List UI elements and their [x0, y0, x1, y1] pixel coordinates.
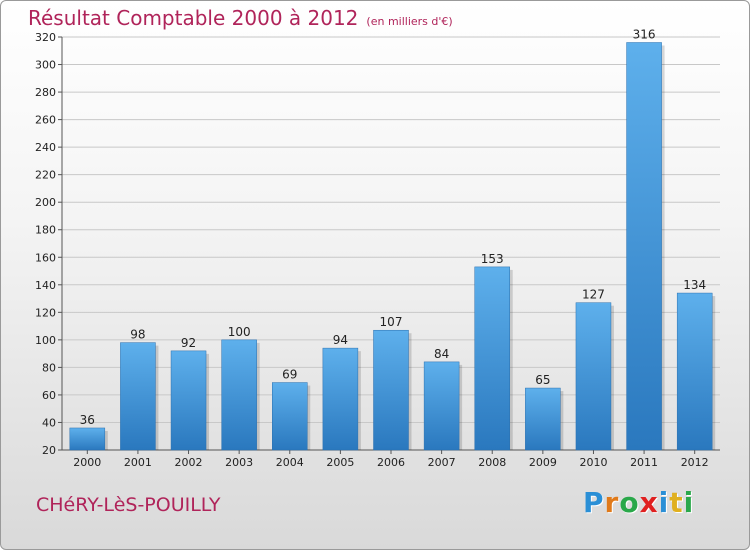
data-label: 84 [434, 347, 449, 361]
y-tick-label: 220 [35, 169, 56, 182]
logo-letter: i [683, 486, 695, 519]
y-tick-label: 240 [35, 141, 56, 154]
y-tick-label: 100 [35, 334, 56, 347]
bar [221, 339, 257, 451]
y-tick-label: 280 [35, 86, 56, 99]
y-tick-label: 180 [35, 224, 56, 237]
x-tick-label: 2011 [630, 456, 658, 469]
bar [626, 42, 662, 451]
data-label: 153 [481, 252, 504, 266]
data-label: 107 [380, 315, 403, 329]
y-tick-label: 120 [35, 306, 56, 319]
y-tick-label: 20 [42, 444, 56, 457]
x-tick-label: 2000 [73, 456, 101, 469]
bar [170, 350, 207, 451]
data-label: 127 [582, 288, 605, 302]
bar [322, 347, 359, 451]
commune-name: CHéRY-LèS-POUILLY [36, 494, 221, 516]
bar [373, 329, 409, 451]
y-tick-label: 60 [42, 389, 56, 402]
y-tick-label: 320 [35, 31, 56, 44]
y-tick-label: 140 [35, 279, 56, 292]
proxiti-logo: Proxiti [583, 486, 694, 519]
labels: 20 40 60 80 100 120 140 160 180 200 220 240 260 280 30… [35, 28, 709, 469]
data-label: 92 [181, 336, 196, 350]
data-label: 134 [683, 278, 706, 292]
bar [525, 387, 561, 451]
y-tick-label: 200 [35, 196, 56, 209]
y-tick-label: 80 [42, 361, 56, 374]
bar [272, 382, 308, 451]
logo-letter: r [604, 486, 620, 519]
y-tick-label: 300 [35, 59, 56, 72]
bar [474, 266, 510, 451]
title-text: Résultat Comptable 2000 à 2012 [28, 6, 359, 30]
bar [423, 361, 460, 451]
x-tick-label: 2009 [529, 456, 557, 469]
x-tick-label: 2005 [326, 456, 354, 469]
data-label: 100 [228, 325, 251, 339]
data-label: 94 [333, 333, 348, 347]
y-tick-label: 160 [35, 251, 56, 264]
y-tick-label: 260 [35, 114, 56, 127]
bar [69, 427, 106, 451]
x-tick-label: 2008 [478, 456, 506, 469]
x-tick-label: 2001 [124, 456, 152, 469]
data-label: 316 [633, 28, 656, 42]
bar [120, 342, 156, 451]
x-tick-label: 2012 [681, 456, 709, 469]
bars [69, 42, 716, 451]
bar [676, 292, 713, 451]
data-label: 69 [282, 368, 297, 382]
logo-letter: x [639, 486, 659, 519]
data-label: 65 [535, 373, 550, 387]
bar [575, 302, 612, 451]
y-tick-label: 40 [42, 416, 56, 429]
data-label: 98 [130, 328, 145, 342]
chart-subtitle: (en milliers d'€) [366, 15, 453, 28]
x-tick-label: 2002 [175, 456, 203, 469]
data-label: 36 [80, 413, 95, 427]
x-tick-label: 2007 [428, 456, 456, 469]
logo-letter: i [658, 486, 670, 519]
x-tick-label: 2006 [377, 456, 405, 469]
x-tick-label: 2004 [276, 456, 304, 469]
x-tick-label: 2003 [225, 456, 253, 469]
x-tick-label: 2010 [579, 456, 607, 469]
logo-letter: o [619, 486, 640, 519]
chart-title: Résultat Comptable 2000 à 2012 (en millie… [28, 6, 453, 30]
logo-letter: P [583, 486, 605, 519]
logo-letter: t [669, 486, 684, 519]
